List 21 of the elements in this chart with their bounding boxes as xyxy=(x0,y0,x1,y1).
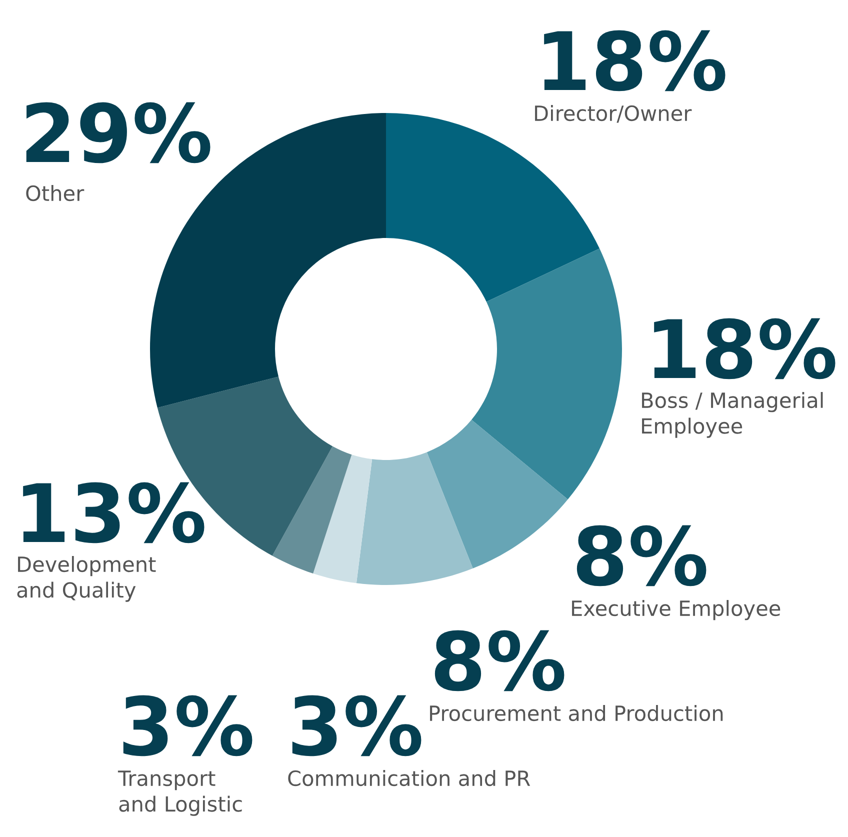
slice-label: Executive Employee xyxy=(572,600,780,620)
donut-slice xyxy=(272,446,352,574)
donut-slice xyxy=(356,452,473,585)
data-label: 8% xyxy=(576,525,706,586)
donut-slice xyxy=(472,248,622,500)
data-label: 13% xyxy=(23,482,204,544)
slice-label: Transport and Logistic xyxy=(118,770,242,816)
slice-label: Other xyxy=(26,185,84,202)
data-label: 3% xyxy=(123,695,252,756)
donut-slice xyxy=(426,420,568,568)
data-label: 8% xyxy=(434,630,564,692)
donut-slice xyxy=(313,454,372,584)
data-label: 29% xyxy=(26,102,210,164)
data-label: 18% xyxy=(654,318,836,380)
slice-label: Communication and PR xyxy=(288,770,530,786)
slice-label: Director/Owner xyxy=(535,105,692,123)
slice-label: Development and Quality xyxy=(17,556,156,602)
slice-label: Procurement and Production xyxy=(430,705,723,722)
slice-label: Boss / Managerial Employee xyxy=(642,392,823,438)
data-label: 18% xyxy=(544,30,726,92)
data-label: 3% xyxy=(292,695,422,756)
